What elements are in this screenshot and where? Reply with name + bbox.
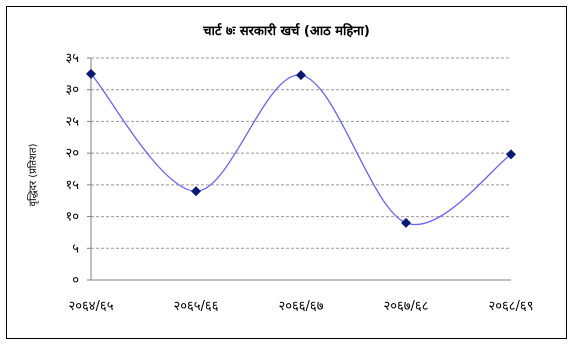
data-point-marker: [401, 217, 411, 228]
y-tick-label: २५: [65, 114, 79, 129]
x-tick-label: २०६४/६५: [69, 299, 114, 314]
data-markers: [86, 68, 516, 228]
y-tick-label: ३५: [65, 51, 79, 66]
chart-frame: चार्ट ७ः सरकारी खर्च (आठ महिना): [6, 6, 567, 339]
y-tick-label: ५: [72, 241, 79, 256]
y-tick-label: ३०: [65, 83, 79, 98]
data-point-marker: [296, 70, 306, 81]
axes: ० ५ १० १५ २० २५ ३० ३५ २०६४/६५ २०६५/६६ २०६६/६७ २०६७/…: [65, 51, 533, 314]
y-tick-label: ०: [72, 273, 79, 288]
chart-title: चार्ट ७ः सरकारी खर्च (आठ महिना): [203, 24, 370, 39]
data-point-marker: [191, 186, 201, 197]
y-tick-label: १०: [65, 210, 79, 225]
x-tick-label: २०६५/६६: [174, 299, 219, 314]
data-point-marker: [506, 149, 516, 160]
grid-lines: [91, 57, 511, 249]
y-tick-label: २०: [65, 146, 79, 161]
series-line: [90, 73, 512, 226]
x-tick-label: २०६८/६९: [489, 299, 534, 314]
data-point-marker: [86, 68, 96, 79]
y-axis-label: वृद्धिदर (प्रतिशत): [27, 143, 39, 206]
y-tick-label: १५: [65, 178, 79, 193]
x-tick-label: २०६६/६७: [279, 299, 324, 314]
series-line-layer: [90, 73, 512, 226]
x-tick-label: २०६७/६८: [384, 299, 429, 314]
